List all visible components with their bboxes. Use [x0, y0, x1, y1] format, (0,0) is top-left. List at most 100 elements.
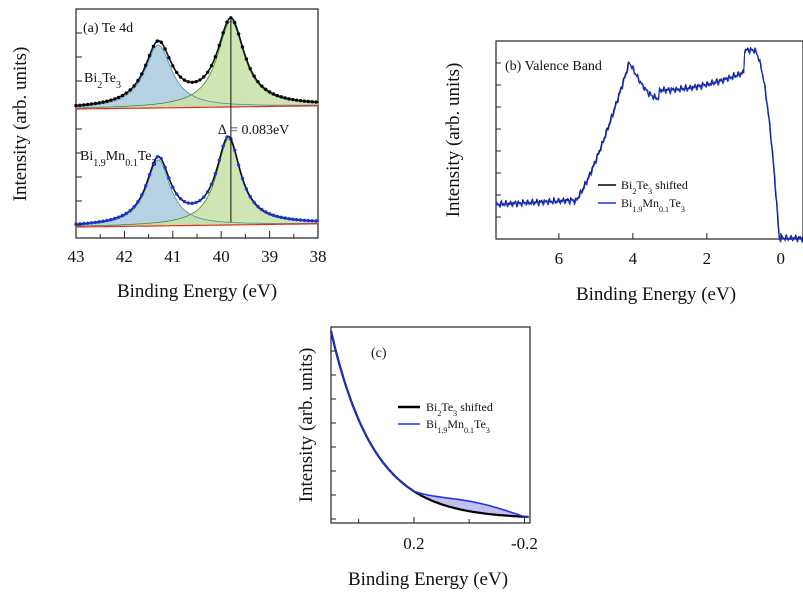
panel-a-bi2te3-data-point: [132, 84, 136, 88]
panel-b-frame: [495, 40, 803, 240]
panel-a-bi19mn01te3-data-point: [167, 176, 171, 180]
panel-a-x-tick-label: 42: [116, 247, 133, 266]
panel-b-label: (b) Valence Band: [505, 59, 602, 74]
panel-a-bi2te3-data-point: [82, 103, 86, 107]
panel-b-legend-label: Bi1.9Mn0.1Te3: [621, 196, 685, 214]
panel-a-bi19mn01te3-data-point: [143, 184, 148, 188]
panel-c-frame: [330, 326, 531, 524]
panel-a-bi19mn01te3-data-point: [113, 216, 117, 221]
panel-a-bi2te3-data-point: [128, 88, 132, 92]
panel-a-bi2te3-data-point: [147, 53, 152, 58]
panel-a-x-tick-label: 38: [310, 247, 327, 266]
panel-a-label: (a) Te 4d: [83, 21, 133, 36]
panel-a-bi2te3-data-point: [248, 66, 252, 71]
panel-a-bi2te3-data-point: [244, 57, 249, 61]
panel-a-bi2te3-data-point: [306, 99, 311, 104]
panel-b-ticks: 6 4 2 0: [496, 62, 785, 268]
panel-a-bi2te3-data-point: [159, 40, 163, 44]
panel-a-bi2te3-data-point: [279, 95, 283, 99]
panel-a-bi2te3-data-point: [116, 95, 121, 100]
panel-a-bi19mn01te3-data-point: [198, 198, 202, 203]
panel-a-bi2te3-peak1-component: [75, 44, 319, 107]
panel-a-bi19mn01te3-data-point: [264, 210, 268, 214]
panel-a-bi2te3-data-point: [171, 64, 175, 68]
panel-a-x-tick-label: 39: [261, 247, 278, 266]
panel-a-bi2te3-data-point: [256, 80, 260, 84]
panel-a-bi2te3-data-point: [240, 45, 245, 49]
panel-a-bi2te3-data-point: [275, 93, 280, 98]
panel-a-bi2te3-data-point: [89, 102, 94, 106]
panel-b-x-tick-label: 4: [629, 249, 638, 268]
panel-a-bi19mn01te3-data-point: [174, 192, 179, 196]
panel-c-legend-label: Bi1.9Mn0.1Te3: [426, 417, 490, 435]
panel-a-bi19mn01te3-data-point: [236, 163, 241, 167]
panel-a-bi2te3-data-point: [229, 16, 233, 20]
panel-a-bi2te3-data-point: [298, 98, 303, 103]
panel-a-bi2te3-data-point: [314, 100, 318, 104]
panel-a-bi19mn01te3-data-point: [267, 212, 272, 216]
panel-a-bi19mn01te3-data-point: [248, 194, 252, 199]
panel-a-bi19mn01te3-data-point: [159, 156, 163, 161]
panel-a-bi2te3-data-point: [167, 55, 171, 60]
panel-a-x-tick-label: 43: [68, 247, 85, 266]
panel-a-bi19mn01te3-data-point: [155, 155, 160, 159]
panel-b-x-tick-label: 2: [703, 249, 712, 268]
panel-a-bi2te3-background: [76, 105, 318, 110]
panel-a-bi19mn01te3-data-point: [186, 201, 190, 205]
panel-a-bi2te3-data-point: [105, 99, 109, 103]
panel-a-bi2te3-data-point: [198, 78, 202, 82]
panel-a-bi19mn01te3-data-point: [225, 135, 229, 139]
panel-b-x-tick-label: 6: [555, 249, 564, 268]
panel-a-bi19mn01te3-data-point: [147, 172, 152, 177]
panel-b-legend-label: Bi2Te3 shifted: [621, 178, 688, 196]
panel-a-bi19mn01te3-data-point: [136, 200, 140, 204]
panel-c: 0.2 -0.2 (c) Bi2Te3 shiftedBi1.9Mn0.1Te3 …: [296, 326, 538, 590]
panel-a-bi2te3-data-point: [109, 98, 113, 102]
panel-a-bi19mn01te3-data-point: [182, 199, 187, 204]
panel-a-bi19mn01te3-data-point: [256, 204, 260, 209]
panel-a-bi19mn01te3-data-point: [279, 215, 283, 220]
panel-a-series-label-bi2te3: Bi2Te3: [84, 71, 121, 91]
panel-c-x-tick-label: 0.2: [403, 534, 424, 553]
panel-a-bi19mn01te3-data-point: [163, 165, 167, 170]
panel-a-bi19mn01te3-data-point: [244, 187, 249, 191]
panel-a-bi19mn01te3-data-point: [93, 220, 98, 225]
panel-a-bi2te3-data-point: [101, 100, 105, 104]
panel-c-series-bi19mn01te3: [330, 330, 529, 518]
panel-a-bi2te3-data-point: [217, 43, 221, 48]
panel-a-bi2te3-data-point: [74, 103, 78, 108]
panel-a-bi19mn01te3-data-point: [132, 205, 136, 209]
panel-a-ticks: 43 42 41 40 39 38: [68, 32, 327, 266]
panel-a-bi19mn01te3-data-point: [217, 158, 221, 162]
panel-a-bi2te3-data-point: [205, 70, 210, 74]
panel-a-bi2te3-data-point: [155, 39, 160, 43]
panel-a-bi2te3-data-point: [120, 93, 125, 98]
panel-a-plot-area: [74, 16, 319, 228]
panel-a-bi2te3-data-point: [194, 79, 198, 84]
panel-a-bi19mn01te3-data-point: [310, 219, 314, 223]
panel-a-bi2te3-data-point: [233, 20, 237, 25]
panel-a-bi2te3-data-point: [186, 80, 190, 84]
panel-c-xlabel: Binding Energy (eV): [348, 569, 508, 590]
panel-a-bi2te3-data-point: [295, 98, 299, 102]
panel-b-plot-area: [495, 46, 803, 244]
panel-a-bi19mn01te3-data-point: [205, 190, 210, 194]
panel-a-bi19mn01te3-background: [76, 223, 318, 228]
panel-a-bi2te3-data-point: [97, 101, 101, 105]
panel-a-bi2te3-peak2-fill: [76, 21, 318, 109]
panel-a-bi19mn01te3-data-point: [109, 217, 113, 222]
panel-a-series-label-bi19mn01te3: Bi1.9Mn0.1Te3: [80, 149, 156, 169]
panel-a-bi19mn01te3-peak1-fill: [76, 160, 318, 227]
panel-a-bi19mn01te3-data-point: [89, 221, 94, 225]
panel-a-bi19mn01te3-data-point: [221, 144, 225, 148]
panel-a-bi19mn01te3-data-point: [105, 218, 109, 223]
panel-a-bi2te3-data-point: [140, 72, 144, 76]
panel-a-bi19mn01te3-data-point: [295, 217, 299, 222]
panel-a-bi19mn01te3-data-point: [116, 215, 121, 219]
panel-a-bi2te3-data-point: [252, 74, 256, 78]
panel-a-bi2te3-data-point: [287, 97, 291, 101]
panel-a-bi2te3-data-point: [221, 31, 225, 35]
panel-a-bi2te3-data-point: [209, 63, 214, 68]
panel-a-bi19mn01te3-data-point: [128, 208, 132, 213]
